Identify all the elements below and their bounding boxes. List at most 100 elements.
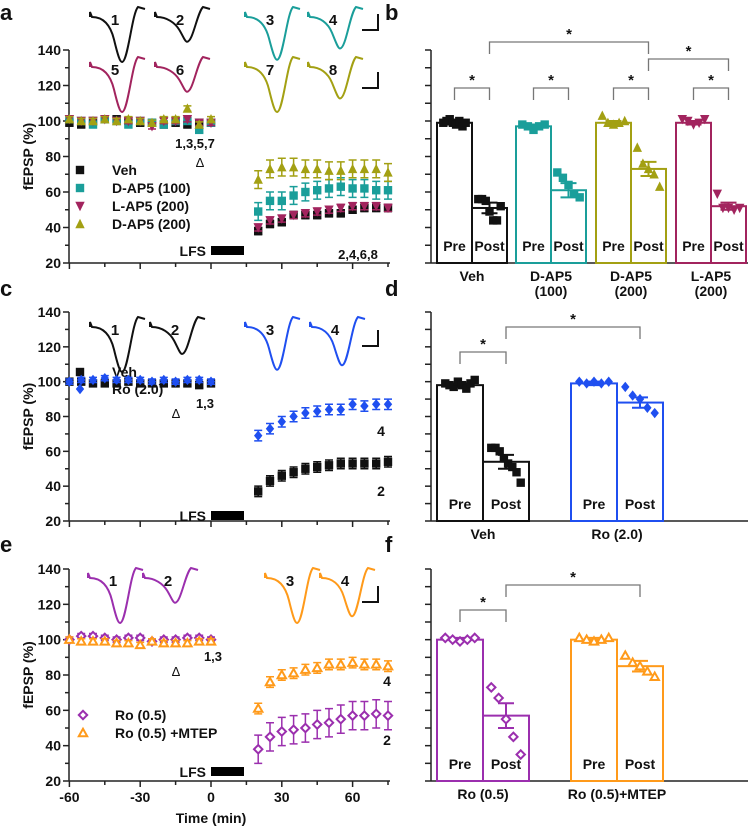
individual-point bbox=[655, 181, 665, 191]
data-point bbox=[134, 638, 147, 650]
data-point bbox=[299, 663, 312, 674]
significance-bracket bbox=[532, 87, 570, 100]
baseline-sample-label: 1,3,5,7 bbox=[175, 136, 215, 151]
y-tick-label: 60 bbox=[45, 702, 61, 718]
individual-point bbox=[694, 118, 704, 128]
data-point bbox=[87, 635, 99, 646]
significance-star: * bbox=[686, 43, 692, 60]
bar-label-post: Post bbox=[625, 756, 656, 772]
post-sample-label: 2 bbox=[377, 483, 385, 499]
bar-post bbox=[616, 401, 664, 523]
y-axis-label: fEPSP (%) bbox=[20, 123, 36, 190]
data-point bbox=[98, 635, 111, 646]
post-sample-label: 2,4,6,8 bbox=[338, 247, 378, 262]
data-point bbox=[254, 207, 263, 216]
individual-point bbox=[729, 205, 739, 215]
individual-point bbox=[469, 632, 481, 644]
significance-star: * bbox=[566, 26, 572, 43]
panel-letter: c bbox=[0, 276, 12, 301]
significance-bracket bbox=[488, 41, 650, 54]
panel-letter: d bbox=[385, 276, 398, 301]
data-point bbox=[157, 636, 170, 648]
significance-bracket bbox=[505, 326, 641, 339]
bar-pre bbox=[515, 125, 552, 264]
individual-point bbox=[643, 163, 654, 174]
individual-point bbox=[499, 454, 509, 463]
bar-pre bbox=[436, 384, 484, 522]
baseline-sample-label: 1,3 bbox=[204, 649, 222, 664]
individual-point bbox=[515, 748, 527, 761]
data-point bbox=[147, 117, 157, 127]
panel-letter: b bbox=[385, 0, 398, 25]
y-tick-label: 60 bbox=[45, 443, 61, 459]
data-point bbox=[100, 372, 109, 384]
bar-group-1: Pre Post Ro (2.0) bbox=[570, 376, 664, 542]
individual-point bbox=[508, 462, 517, 472]
individual-point bbox=[712, 189, 722, 199]
data-point bbox=[313, 462, 322, 472]
individual-point bbox=[496, 202, 505, 211]
data-point bbox=[383, 457, 393, 466]
bar-label-post: Post bbox=[491, 496, 522, 512]
bar-group-0: Pre Post Veh bbox=[436, 375, 530, 542]
significance-star: * bbox=[469, 72, 475, 89]
fepsp-trace-8 bbox=[307, 55, 364, 100]
individual-point bbox=[573, 631, 586, 643]
bar-group-3: Pre Post L-AP5(200) bbox=[675, 115, 747, 299]
bar-label-pre: Pre bbox=[443, 238, 466, 254]
series-0 bbox=[63, 630, 394, 765]
bar-group-1: Pre Post D-AP5(100) bbox=[515, 120, 587, 299]
bar-label-pre: Pre bbox=[583, 756, 606, 772]
scale-bar bbox=[362, 586, 379, 603]
data-point bbox=[110, 636, 123, 648]
data-point bbox=[277, 196, 286, 206]
data-point bbox=[370, 708, 382, 720]
lfs-label: LFS bbox=[180, 764, 206, 780]
data-point bbox=[147, 376, 157, 387]
x-tick-label: -60 bbox=[59, 789, 79, 805]
y-axis-label: fEPSP (%) bbox=[20, 641, 36, 708]
trace-number: 3 bbox=[286, 573, 294, 590]
trace-number: 5 bbox=[111, 62, 119, 79]
fepsp-trace-1 bbox=[87, 566, 144, 625]
individual-point bbox=[620, 115, 630, 126]
series-1 bbox=[65, 372, 393, 442]
data-point bbox=[288, 210, 299, 221]
fepsp-trace-3 bbox=[264, 566, 321, 625]
individual-point bbox=[635, 393, 645, 405]
data-point bbox=[135, 115, 145, 126]
significance-star: * bbox=[628, 72, 634, 89]
data-point bbox=[360, 184, 369, 193]
fepsp-trace-1 bbox=[89, 5, 146, 64]
data-point bbox=[254, 430, 263, 441]
data-point bbox=[136, 374, 145, 386]
x-axis-label: Time (min) bbox=[176, 810, 247, 826]
group-label: Ro (0.5)+MTEP bbox=[568, 786, 666, 802]
data-point bbox=[289, 468, 298, 477]
individual-point bbox=[441, 379, 450, 388]
individual-point bbox=[604, 376, 613, 387]
significance-star: * bbox=[708, 72, 714, 89]
data-point bbox=[287, 667, 300, 678]
data-point bbox=[276, 725, 288, 738]
fepsp-trace-4 bbox=[319, 566, 376, 618]
individual-point bbox=[485, 681, 497, 693]
data-point bbox=[64, 114, 75, 124]
fepsp-trace-2 bbox=[154, 5, 211, 43]
bar-label-pre: Pre bbox=[449, 756, 472, 772]
data-point bbox=[336, 182, 345, 191]
data-point bbox=[76, 115, 86, 126]
y-tick-label: 40 bbox=[45, 478, 61, 494]
trace-number: 1 bbox=[111, 322, 119, 339]
individual-point bbox=[683, 116, 693, 127]
individual-point bbox=[462, 384, 471, 393]
x-tick-label: 30 bbox=[274, 789, 290, 805]
bar-pre bbox=[570, 382, 618, 522]
data-point bbox=[383, 203, 393, 214]
data-point bbox=[206, 376, 216, 387]
data-point bbox=[383, 399, 393, 410]
y-tick-label: 100 bbox=[38, 374, 62, 390]
bar-label-post: Post bbox=[553, 238, 584, 254]
trace-number: 3 bbox=[266, 12, 274, 29]
data-point bbox=[336, 209, 345, 218]
